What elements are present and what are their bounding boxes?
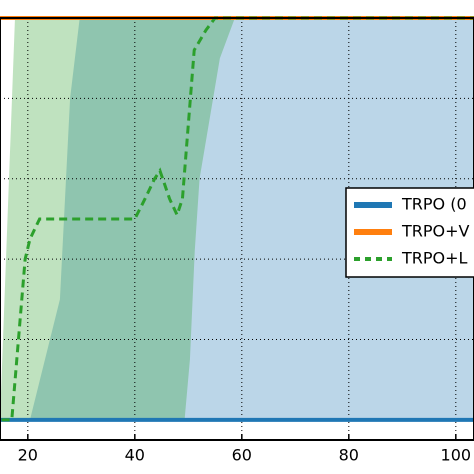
legend: TRPO (0 TRPO+V TRPO+L — [345, 187, 474, 278]
confidence-band — [0, 18, 474, 420]
legend-label: TRPO (0 — [401, 195, 467, 214]
x-tick-label: 60 — [232, 446, 252, 465]
legend-label: TRPO+L — [401, 249, 468, 268]
plot-frame — [0, 17, 474, 441]
series-line — [1, 16, 474, 422]
x-tick-label: 20 — [18, 446, 38, 465]
x-tick-label: 80 — [339, 446, 359, 465]
x-tick-label: 100 — [441, 446, 472, 465]
legend-label: TRPO+V — [401, 222, 470, 241]
x-tick-label: 40 — [125, 446, 145, 465]
